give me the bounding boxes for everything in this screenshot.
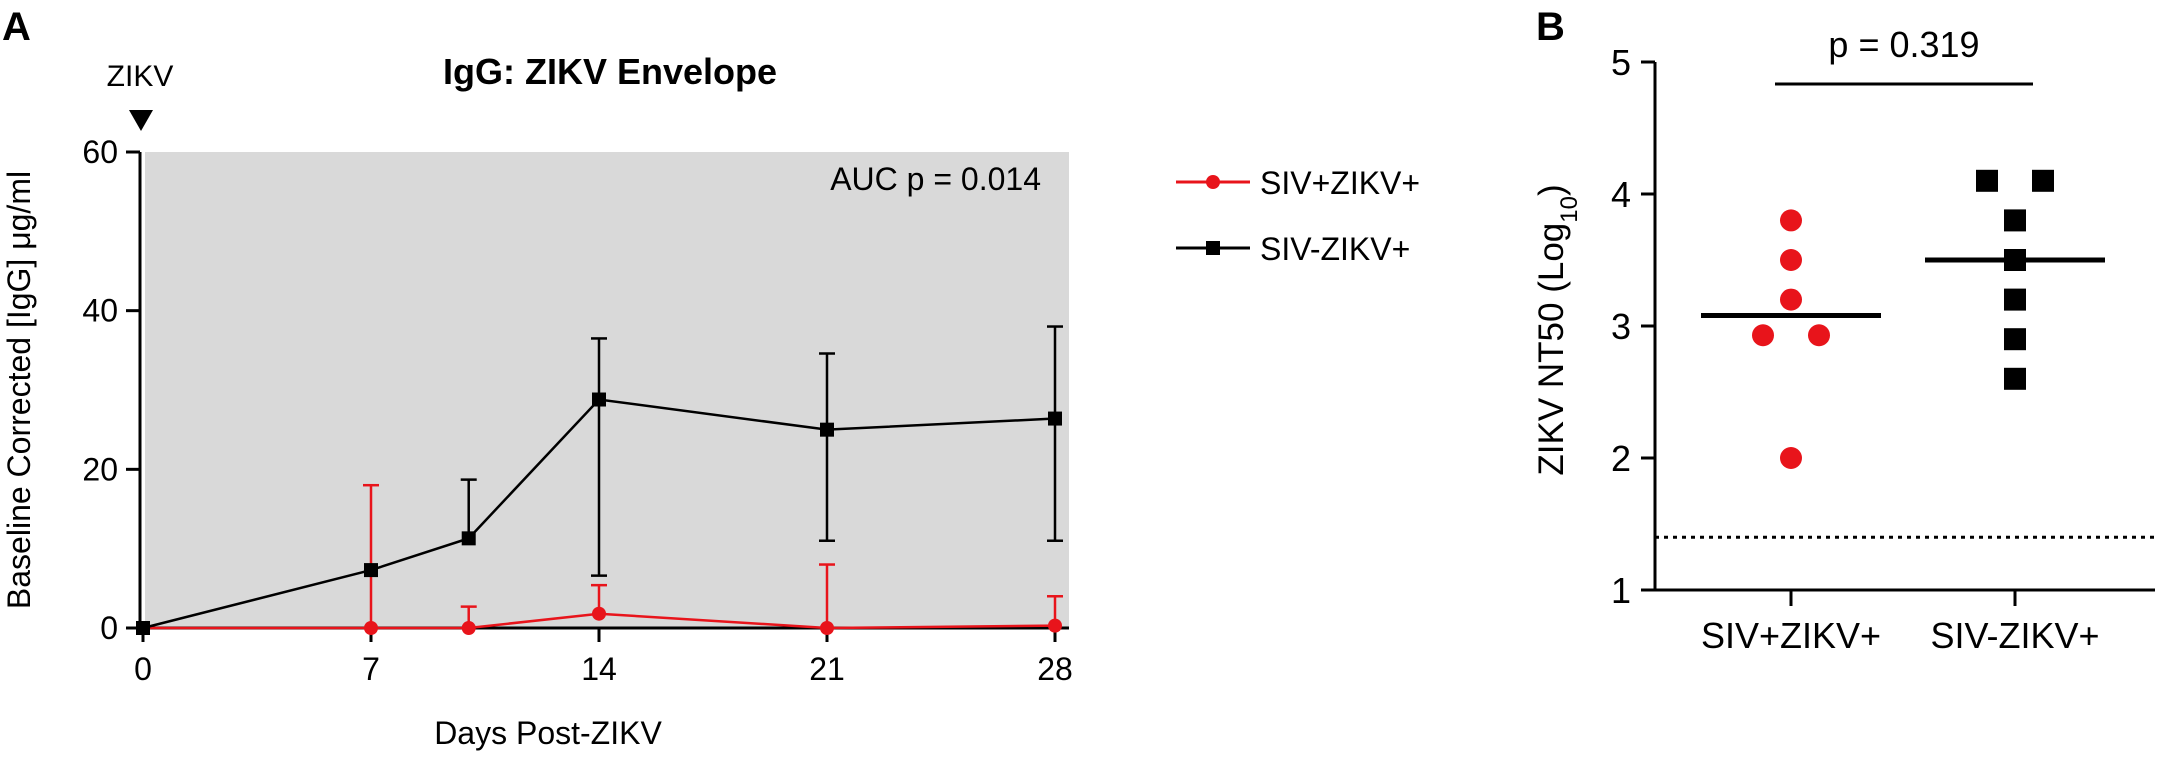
point-siv-zikv- <box>461 531 476 546</box>
legend-marker-siv-zikv- <box>1206 241 1220 255</box>
panel-a-y-tick-label: 0 <box>100 610 118 646</box>
panel-a-title: IgG: ZIKV Envelope <box>443 51 777 92</box>
panel-b-category-label: SIV+ZIKV+ <box>1701 615 1881 656</box>
panel-b-y-axis-label: ZIKV NT50 (Log10) <box>1532 184 1583 475</box>
panel-a-y-tick-label: 40 <box>82 293 118 329</box>
point-siv-zikv- <box>136 621 150 635</box>
panel-a-letter: A <box>2 5 31 49</box>
panel-b-letter: B <box>1536 5 1565 49</box>
point-siv-zikv- <box>592 392 606 407</box>
point-siv-zikv- <box>1808 324 1830 347</box>
point-siv-zikv- <box>2032 169 2054 192</box>
panel-a-x-tick-label: 21 <box>809 651 845 687</box>
panel-b-y-tick-label: 1 <box>1611 570 1631 611</box>
legend-label-siv-zikv-: SIV+ZIKV+ <box>1260 165 1420 201</box>
panel-b-y-label-subscript: 10 <box>1556 196 1583 223</box>
panel-a-plot-background <box>140 152 1069 628</box>
point-siv-zikv- <box>2004 209 2026 232</box>
panel-b-p-value: p = 0.319 <box>1828 24 1979 65</box>
panel-a-auc-annotation: AUC p = 0.014 <box>830 161 1041 197</box>
panel-b-y-label-main: ZIKV NT50 (Log <box>1532 223 1571 476</box>
panel-b-axes: 1 2 3 4 5 SIV+ZIKV+ SIV-ZIKV+ <box>1611 42 2155 656</box>
panel-a-pre-infection-strip <box>140 152 145 628</box>
point-siv-zikv- <box>364 621 378 635</box>
point-siv-zikv- <box>1752 324 1774 347</box>
point-siv-zikv- <box>1780 209 1802 232</box>
point-siv-zikv- <box>1048 618 1062 633</box>
panel-a-x-axis-label: Days Post-ZIKV <box>434 715 662 751</box>
point-siv-zikv- <box>820 422 834 437</box>
point-siv-zikv- <box>2004 288 2026 311</box>
panel-b-y-tick-label: 3 <box>1611 306 1631 347</box>
point-siv-zikv- <box>364 563 378 578</box>
point-siv-zikv- <box>1048 411 1062 426</box>
panel-a-x-tick-label: 14 <box>581 651 617 687</box>
panel-b-chart: 1 2 3 4 5 SIV+ZIKV+ SIV-ZIKV+ p = 0.319 ZIKV N… <box>1532 24 2155 656</box>
panel-a-legend: SIV+ZIKV+ SIV-ZIKV+ <box>1176 165 1420 267</box>
panel-a-series-lines <box>142 398 1056 630</box>
panel-b-y-label-close: ) <box>1532 184 1571 196</box>
panel-a-x-tick-label: 0 <box>134 651 152 687</box>
legend-marker-siv-zikv- <box>1206 175 1220 189</box>
point-siv-zikv- <box>1780 288 1802 311</box>
panel-a-x-tick-label: 7 <box>362 651 380 687</box>
panel-b-mean-lines <box>1701 257 2105 318</box>
point-siv-zikv- <box>1780 447 1802 469</box>
zikv-event-label: ZIKV <box>107 60 174 93</box>
point-siv-zikv- <box>461 621 476 635</box>
panel-a-y-tick-label: 20 <box>82 451 118 487</box>
point-siv-zikv- <box>2004 328 2026 351</box>
panel-a-x-tick-label: 28 <box>1037 651 1073 687</box>
panel-b-y-tick-label: 4 <box>1611 174 1631 215</box>
zikv-inoculation-arrow-icon <box>129 110 153 131</box>
panel-a-chart: IgG: ZIKV Envelope ZIKV AUC p = 0.014 0 2… <box>1 51 1420 751</box>
panel-b-points <box>1752 169 2054 469</box>
panel-a-y-axis-label: Baseline Corrected [IgG] μg/ml <box>1 171 37 609</box>
point-siv-zikv- <box>1780 249 1802 271</box>
point-siv-zikv- <box>2004 367 2026 390</box>
panel-a-error-bars <box>363 325 1063 628</box>
series-line-siv-zikv- <box>143 612 1056 630</box>
series-line-siv-zikv- <box>142 398 1056 630</box>
panel-b-category-label: SIV-ZIKV+ <box>1930 615 2099 656</box>
point-siv-zikv- <box>1976 169 1998 192</box>
panel-a-y-tick-label: 60 <box>82 134 118 170</box>
point-siv-zikv- <box>592 606 606 621</box>
panel-b-y-tick-label: 2 <box>1611 438 1631 479</box>
legend-label-siv-zikv-: SIV-ZIKV+ <box>1260 231 1410 267</box>
panel-a-points <box>136 392 1062 635</box>
point-siv-zikv- <box>820 621 834 635</box>
panel-b-y-tick-label: 5 <box>1611 42 1631 83</box>
